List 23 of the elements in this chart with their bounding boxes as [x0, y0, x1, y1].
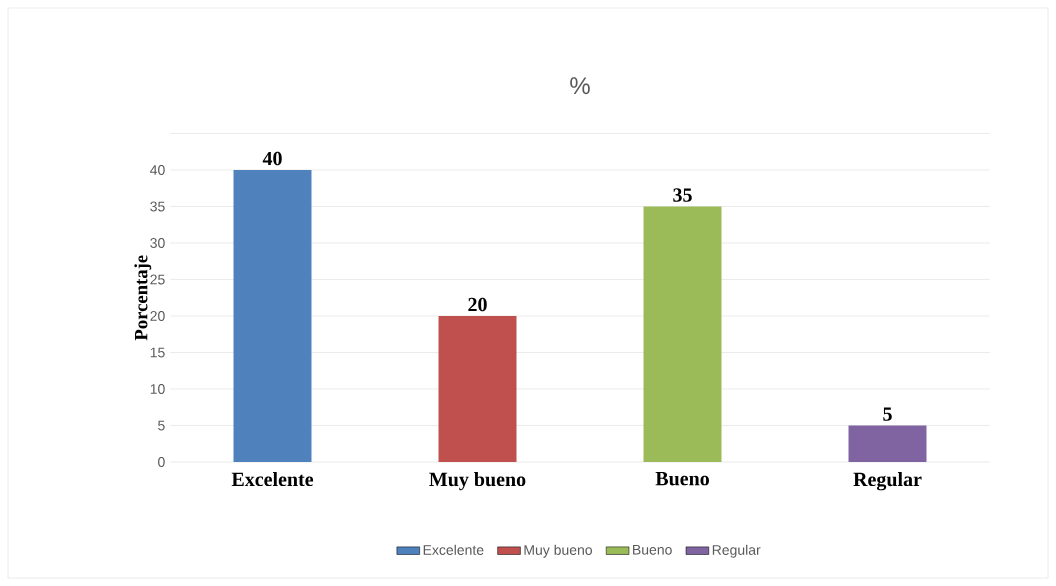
legend-label: Regular [712, 544, 761, 558]
y-tick-label: 5 [158, 420, 165, 431]
y-tick-label: 0 [158, 457, 165, 467]
chart-title: % [570, 77, 590, 95]
y-tick-label: 25 [150, 274, 165, 285]
y-tick-label: 30 [150, 238, 165, 248]
y-tick-label: 15 [150, 347, 165, 358]
data-label: 5 [883, 407, 892, 421]
y-tick-label: 10 [150, 384, 165, 394]
y-tick-label: 35 [150, 201, 165, 212]
y-tick-label: 20 [150, 311, 165, 321]
legend-label: Bueno [633, 544, 672, 555]
x-tick-label: Regular [853, 472, 922, 491]
y-axis-title: Porcentaje [134, 255, 152, 341]
x-tick-label: Muy bueno [429, 472, 526, 491]
x-tick-label: Bueno [655, 472, 709, 486]
legend-label: Muy bueno [524, 544, 593, 558]
y-tick-label: 40 [150, 165, 165, 175]
data-label: 40 [262, 151, 282, 166]
legend-label: Excelente [423, 544, 484, 555]
data-label: 35 [673, 188, 692, 202]
x-tick-label: Excelente [231, 472, 314, 487]
data-label: 20 [468, 297, 487, 312]
